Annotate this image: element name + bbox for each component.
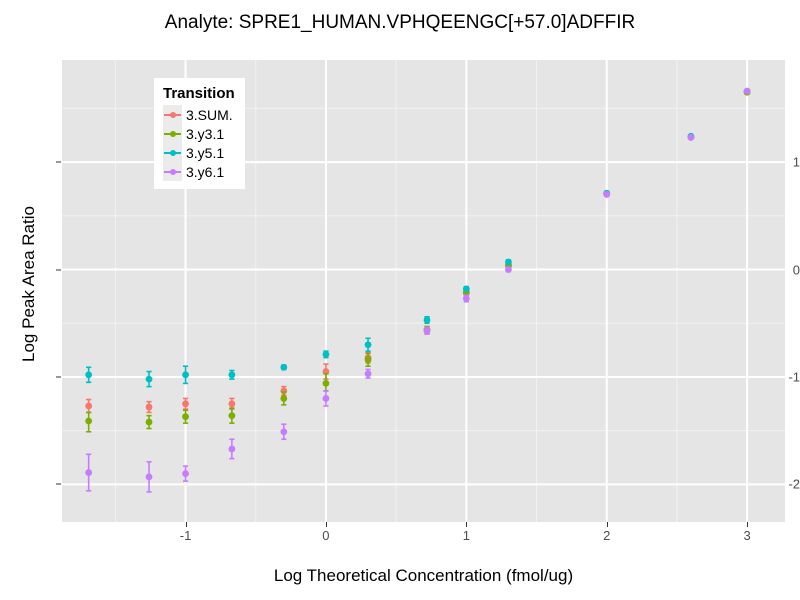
data-point [228, 412, 236, 420]
data-point [462, 285, 470, 293]
legend-swatch-icon [163, 143, 182, 162]
x-tick-label: 2 [603, 528, 611, 543]
chart-title: Analyte: SPRE1_HUMAN.VPHQEENGC[+57.0]ADF… [164, 12, 636, 33]
data-point [182, 470, 189, 478]
data-series-group [85, 87, 751, 493]
data-point [364, 341, 372, 349]
data-point [603, 190, 611, 198]
data-point [505, 266, 512, 273]
x-tick-mark [185, 522, 187, 527]
y-axis-title: Log Peak Area Ratio [19, 206, 38, 362]
legend-swatch-icon [163, 105, 182, 124]
y-tick-mark [56, 483, 61, 485]
data-point [423, 327, 431, 335]
data-point [280, 395, 288, 402]
data-point [228, 371, 236, 379]
y-tick-label: -1 [788, 369, 800, 385]
legend-items: 3.SUM. 3.y3.1 3.y5.1 3.y6.1 [163, 105, 235, 181]
x-tick-mark [747, 522, 749, 527]
legend-item-3y61[interactable]: 3.y6.1 [163, 162, 235, 181]
data-point [322, 380, 330, 387]
legend-item-label: 3.SUM. [186, 106, 233, 123]
legend-item-3y51[interactable]: 3.y5.1 [163, 143, 235, 162]
data-point [182, 400, 189, 408]
x-tick-mark [325, 522, 327, 527]
data-point [182, 371, 189, 379]
y-tick-label: -2 [788, 476, 800, 492]
y-tick-mark [56, 269, 61, 270]
x-axis-title: Log Theoretical Concentration (fmol/ug) [273, 566, 574, 585]
data-point [687, 133, 695, 141]
chart-legend: Transition 3.SUM. 3.y3.1 3.y5.1 3.y6.1 [154, 78, 245, 189]
legend-item-3sum[interactable]: 3.SUM. [163, 105, 235, 124]
y-tick-mark [56, 161, 61, 163]
data-point [145, 473, 153, 481]
data-point [280, 428, 288, 436]
y-tick-label: 1 [792, 154, 800, 170]
data-point [228, 400, 236, 408]
legend-title: Transition [163, 85, 235, 102]
legend-item-label: 3.y5.1 [186, 144, 225, 161]
data-point [364, 356, 372, 364]
data-point [322, 395, 330, 402]
data-point [505, 258, 512, 266]
legend-swatch-icon [163, 124, 182, 143]
x-tick-label: 0 [322, 528, 330, 543]
data-point [743, 87, 751, 95]
data-point [423, 316, 431, 324]
data-series [85, 87, 751, 493]
x-tick-label: 3 [743, 528, 751, 543]
y-tick-label: 0 [792, 262, 800, 277]
legend-item-label: 3.y6.1 [186, 163, 225, 180]
data-point [462, 295, 470, 302]
data-point [145, 403, 153, 411]
data-point [145, 375, 153, 383]
y-tick-mark [56, 376, 61, 378]
x-tick-mark [606, 522, 608, 527]
data-point [85, 371, 93, 379]
data-point [85, 417, 93, 425]
major-gridlines [62, 60, 785, 522]
legend-item-3y31[interactable]: 3.y3.1 [163, 124, 235, 143]
legend-swatch-icon [163, 162, 182, 181]
legend-item-label: 3.y3.1 [186, 125, 225, 142]
data-point [364, 370, 372, 378]
x-tick-label: -1 [179, 528, 192, 543]
x-tick-mark [466, 522, 468, 527]
x-tick-label: 1 [462, 528, 470, 543]
data-point [322, 350, 330, 358]
data-point [280, 363, 288, 371]
data-point [85, 469, 93, 476]
data-point [228, 445, 236, 453]
data-point [85, 402, 93, 410]
data-point [145, 418, 153, 426]
data-point [182, 413, 189, 421]
